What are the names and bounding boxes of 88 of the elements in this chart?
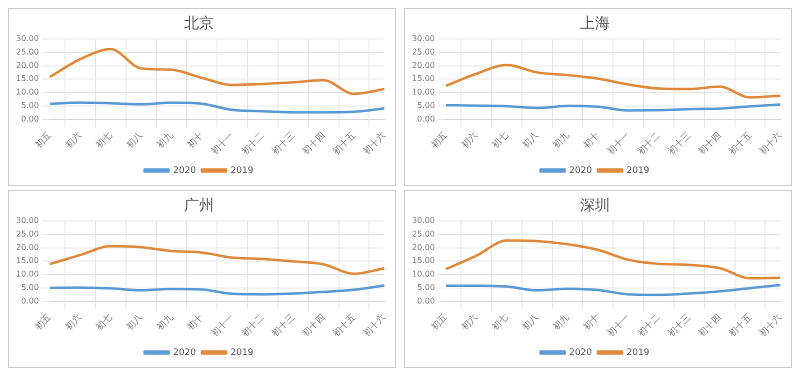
x-tick-label: 初五 bbox=[429, 130, 450, 151]
y-tick-label: 5.00 bbox=[21, 282, 39, 292]
y-tick-label: 25.00 bbox=[16, 229, 39, 238]
y-tick-label: 25.00 bbox=[16, 47, 39, 56]
y-tick-label: 20.00 bbox=[16, 242, 39, 252]
x-tick-label: 初十六 bbox=[757, 130, 784, 157]
x-tick-label: 初十四 bbox=[300, 312, 328, 339]
y-tick-label: 0.00 bbox=[21, 296, 39, 306]
x-tick-label: 初十二 bbox=[636, 312, 663, 339]
x-tick-label: 初九 bbox=[550, 130, 572, 151]
x-tick-label: 初十五 bbox=[330, 130, 358, 157]
x-tick-label: 初十一 bbox=[209, 312, 236, 339]
x-tick-label: 初十 bbox=[185, 130, 206, 151]
y-tick-label: 5.00 bbox=[21, 100, 39, 110]
x-tick-label: 初九 bbox=[154, 312, 176, 333]
x-tick-label: 初十 bbox=[581, 312, 602, 333]
x-tick-label: 初七 bbox=[490, 312, 510, 333]
y-tick-label: 10.00 bbox=[412, 88, 435, 97]
x-tick-label: 初七 bbox=[94, 312, 114, 333]
y-tick-label: 10.00 bbox=[412, 270, 435, 279]
x-tick-label: 初八 bbox=[124, 312, 145, 333]
x-tick-label: 初十四 bbox=[300, 130, 328, 157]
y-tick-label: 20.00 bbox=[412, 60, 435, 70]
legend-label: 2019 bbox=[230, 166, 254, 176]
legend-label: 2019 bbox=[626, 166, 650, 176]
x-tick-label: 初十一 bbox=[605, 130, 632, 157]
x-tick-label: 初十 bbox=[581, 130, 602, 151]
x-tick-label: 初六 bbox=[64, 130, 84, 151]
x-tick-label: 初十四 bbox=[696, 312, 724, 339]
x-tick-label: 初七 bbox=[490, 130, 510, 151]
x-tick-label: 初十二 bbox=[240, 130, 267, 157]
x-tick-label: 初八 bbox=[520, 130, 541, 151]
x-tick-label: 初五 bbox=[429, 312, 450, 333]
chart-title: 北京 bbox=[184, 14, 214, 32]
y-tick-label: 0.00 bbox=[417, 296, 435, 306]
y-tick-label: 20.00 bbox=[16, 60, 39, 70]
x-tick-label: 初十 bbox=[185, 312, 206, 333]
x-tick-label: 初九 bbox=[550, 312, 572, 333]
y-tick-label: 5.00 bbox=[417, 100, 435, 110]
legend-label: 2019 bbox=[626, 348, 650, 358]
y-tick-label: 25.00 bbox=[412, 47, 435, 56]
y-tick-label: 0.00 bbox=[417, 114, 435, 124]
y-tick-label: 30.00 bbox=[412, 216, 435, 226]
x-tick-label: 初九 bbox=[154, 130, 176, 151]
x-tick-label: 初七 bbox=[94, 130, 114, 151]
x-tick-label: 初十一 bbox=[605, 312, 632, 339]
x-tick-label: 初十六 bbox=[757, 312, 784, 339]
chart-title: 广州 bbox=[184, 196, 214, 214]
x-tick-label: 初十三 bbox=[270, 312, 297, 339]
y-tick-label: 15.00 bbox=[412, 74, 435, 84]
x-tick-label: 初十六 bbox=[361, 312, 388, 339]
x-tick-label: 初十五 bbox=[330, 312, 358, 339]
y-tick-label: 15.00 bbox=[16, 74, 39, 84]
x-tick-label: 初六 bbox=[460, 130, 480, 151]
legend-label: 2020 bbox=[173, 166, 196, 176]
chart-title: 深圳 bbox=[580, 196, 610, 214]
y-tick-label: 15.00 bbox=[412, 256, 435, 266]
x-tick-label: 初十三 bbox=[270, 130, 297, 157]
legend-label: 2020 bbox=[173, 348, 196, 358]
x-tick-label: 初十三 bbox=[666, 312, 693, 339]
x-tick-label: 初五 bbox=[33, 312, 54, 333]
x-tick-label: 初十五 bbox=[726, 130, 754, 157]
legend-label: 2019 bbox=[230, 348, 254, 358]
y-tick-label: 30.00 bbox=[16, 34, 39, 44]
x-tick-label: 初十四 bbox=[696, 130, 724, 157]
y-tick-label: 20.00 bbox=[412, 242, 435, 252]
legend-label: 2020 bbox=[569, 166, 592, 176]
x-tick-label: 初十五 bbox=[726, 312, 754, 339]
y-tick-label: 10.00 bbox=[16, 270, 39, 279]
x-tick-label: 初十三 bbox=[666, 130, 693, 157]
x-tick-label: 初十二 bbox=[240, 312, 267, 339]
x-tick-label: 初十一 bbox=[209, 130, 236, 157]
y-tick-label: 5.00 bbox=[417, 282, 435, 292]
legend-label: 2020 bbox=[569, 348, 592, 358]
y-tick-label: 25.00 bbox=[412, 229, 435, 238]
y-tick-label: 30.00 bbox=[16, 216, 39, 226]
x-tick-label: 初十六 bbox=[361, 130, 388, 157]
x-tick-label: 初六 bbox=[64, 312, 84, 333]
chart-title: 上海 bbox=[580, 14, 610, 32]
x-tick-label: 初十二 bbox=[636, 130, 663, 157]
x-tick-label: 初八 bbox=[124, 130, 145, 151]
y-tick-label: 10.00 bbox=[16, 88, 39, 97]
x-tick-label: 初六 bbox=[460, 312, 480, 333]
x-tick-label: 初五 bbox=[33, 130, 54, 151]
y-tick-label: 15.00 bbox=[16, 256, 39, 266]
y-tick-label: 30.00 bbox=[412, 34, 435, 44]
x-tick-label: 初八 bbox=[520, 312, 541, 333]
y-tick-label: 0.00 bbox=[21, 114, 39, 124]
